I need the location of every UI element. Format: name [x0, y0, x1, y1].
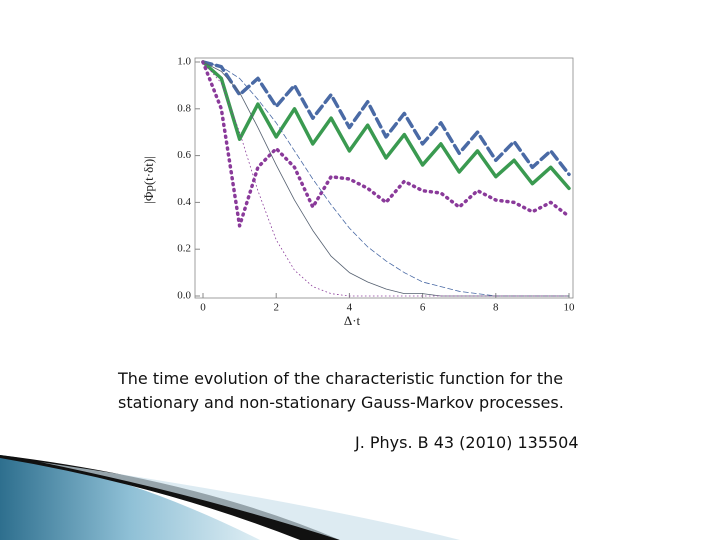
- line-series: [201, 60, 571, 191]
- y-tick-label: 0.6: [177, 149, 191, 161]
- decor-swoosh: [0, 455, 260, 540]
- line-series: [202, 61, 570, 297]
- x-tick-label: 6: [420, 302, 426, 314]
- x-tick-label: 8: [493, 302, 499, 314]
- x-tick-label: 4: [347, 302, 353, 314]
- x-tick-label: 10: [564, 302, 576, 314]
- x-tick-label: 0: [200, 302, 206, 314]
- decor-swoosh-light: [40, 462, 460, 540]
- caption-line: The time evolution of the characteristic…: [118, 369, 564, 388]
- line-series: [202, 61, 570, 297]
- plot-frame: [194, 57, 574, 299]
- y-tick-label: 0.4: [177, 196, 191, 208]
- decor-swoosh-line: [0, 455, 340, 540]
- y-tick-label: 0.0: [177, 290, 191, 302]
- x-axis-label: Δ·t: [344, 313, 361, 328]
- y-axis-label: |Φp(t·δt)|: [141, 156, 156, 204]
- caption-line: stationary and non-stationary Gauss-Mark…: [118, 393, 564, 412]
- y-tick-label: 0.8: [177, 102, 191, 114]
- line-series: [201, 60, 571, 228]
- y-tick-label: 0.2: [177, 243, 191, 255]
- x-tick-label: 2: [273, 302, 279, 314]
- y-tick-label: 1.0: [177, 56, 191, 68]
- line-series: [201, 60, 571, 177]
- line-series: [202, 61, 570, 297]
- citation: J. Phys. B 43 (2010) 135504: [355, 433, 579, 452]
